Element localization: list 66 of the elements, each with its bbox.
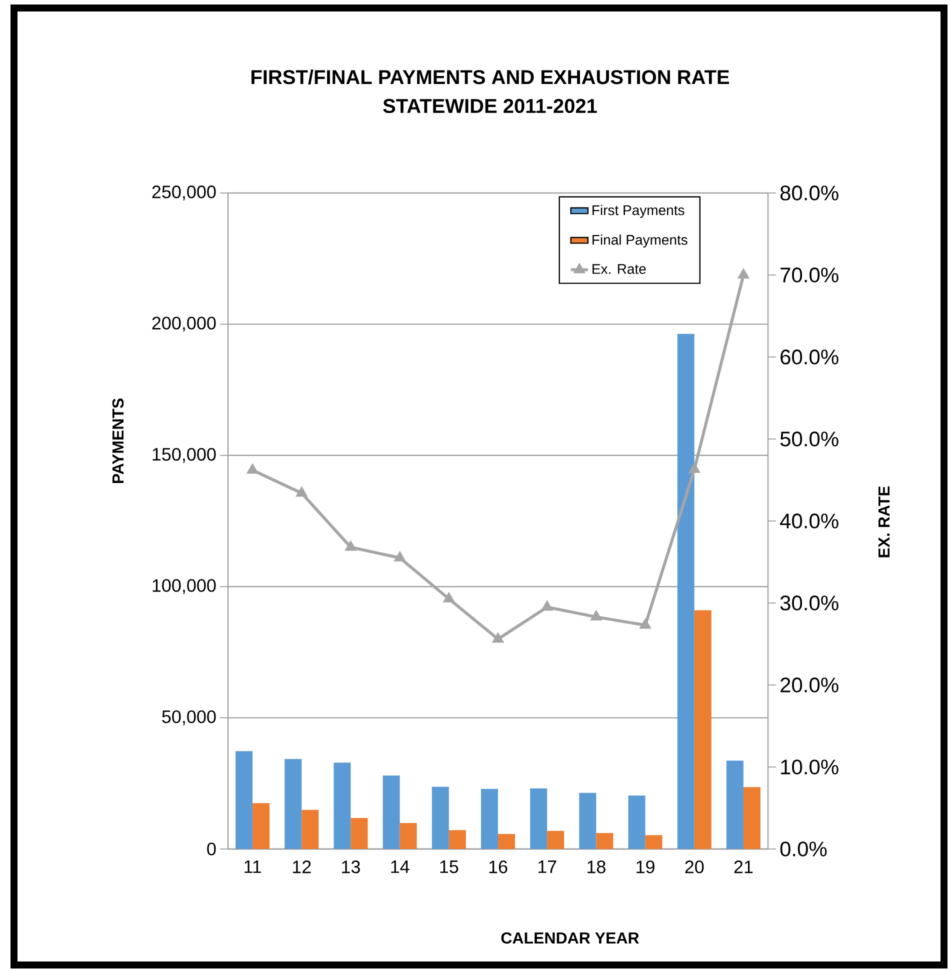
x-tick-label: 20 bbox=[685, 860, 704, 874]
bar bbox=[694, 610, 712, 849]
legend-label: First Payments bbox=[592, 204, 684, 218]
bar bbox=[547, 830, 564, 849]
y2-tick-label: 10.0% bbox=[781, 760, 838, 774]
point bbox=[688, 462, 700, 473]
bar bbox=[645, 835, 662, 849]
y-tick-label: 250,000 bbox=[152, 186, 216, 200]
bar bbox=[498, 834, 516, 849]
y2-tick-label: 60.0% bbox=[780, 350, 838, 364]
x-tick-label: 12 bbox=[292, 860, 311, 874]
y-tick-label: 150,000 bbox=[152, 448, 216, 463]
y2-tick-label: 70.0% bbox=[780, 268, 838, 282]
bar bbox=[400, 823, 417, 849]
y-tick-label: 50,000 bbox=[162, 710, 216, 726]
bar bbox=[530, 788, 548, 849]
x-tick-label: 14 bbox=[391, 860, 410, 873]
point bbox=[590, 610, 602, 620]
point bbox=[442, 592, 456, 602]
x-tick-label: 18 bbox=[588, 860, 606, 874]
bar bbox=[448, 830, 466, 849]
y2-tick-label: 30.0% bbox=[780, 596, 838, 610]
point bbox=[540, 600, 554, 611]
bar bbox=[302, 810, 319, 849]
x-tick-label: 15 bbox=[440, 860, 458, 874]
y2-tick-label: 0.0% bbox=[780, 842, 827, 856]
y2-tick-label: 80.0% bbox=[780, 186, 838, 200]
y-tick-label: 0 bbox=[207, 842, 216, 856]
point bbox=[344, 540, 357, 551]
point bbox=[394, 550, 406, 562]
x-tick-label: 19 bbox=[636, 860, 654, 874]
bar bbox=[579, 792, 596, 849]
bar bbox=[382, 776, 400, 849]
point bbox=[492, 632, 504, 643]
bar bbox=[677, 334, 694, 849]
bar bbox=[726, 760, 744, 849]
y-tick-label: 100,000 bbox=[152, 579, 216, 594]
y2-tick-label: 50.0% bbox=[780, 432, 838, 446]
y-axis-title: PAYMENTS bbox=[112, 398, 124, 484]
x-tick-label: 17 bbox=[538, 860, 556, 873]
bar bbox=[743, 787, 760, 849]
point bbox=[296, 486, 308, 497]
bar bbox=[334, 762, 351, 849]
legend-label: Final Payments bbox=[592, 234, 688, 248]
point bbox=[737, 268, 750, 279]
x-tick-label: 11 bbox=[244, 860, 262, 873]
bar bbox=[481, 788, 498, 849]
x-tick-label: 16 bbox=[489, 860, 508, 874]
y2-tick-label: 40.0% bbox=[780, 514, 838, 528]
point bbox=[639, 618, 652, 629]
bar bbox=[236, 751, 253, 849]
bar bbox=[628, 795, 646, 849]
chart-subtitle: STATEWIDE 2011-2021 bbox=[383, 98, 597, 114]
x-tick-label: 13 bbox=[342, 860, 360, 874]
y2-axis-title: EX. RATE bbox=[878, 486, 890, 558]
x-axis-title: CALENDAR YEAR bbox=[501, 932, 639, 944]
x-tick-label: 21 bbox=[734, 860, 753, 874]
bar bbox=[252, 803, 270, 849]
bar bbox=[432, 786, 449, 849]
bar bbox=[596, 832, 614, 849]
bar bbox=[284, 758, 302, 849]
bar bbox=[350, 818, 368, 849]
legend-label: Ex. Rate bbox=[592, 264, 646, 274]
y2-tick-label: 20.0% bbox=[780, 678, 838, 692]
y-tick-label: 200,000 bbox=[152, 316, 216, 332]
chart-title: FIRST/FINAL PAYMENTS AND EXHAUSTION RATE bbox=[252, 70, 730, 84]
